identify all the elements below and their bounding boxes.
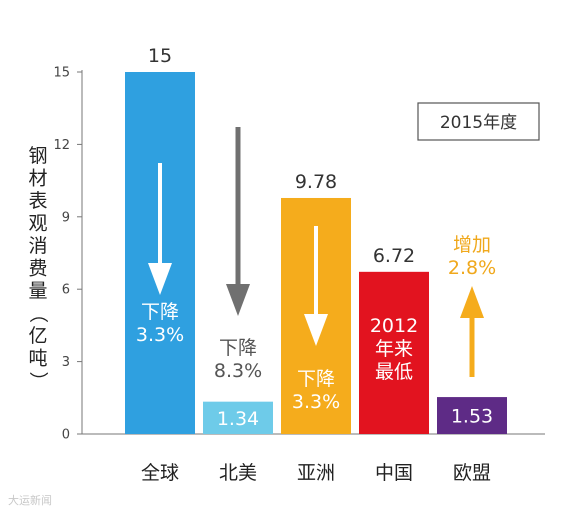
x-tick-label: 中国: [375, 462, 413, 484]
y-axis-label-char: 吨: [28, 348, 47, 370]
y-axis-label-char: 费: [28, 258, 47, 280]
y-axis-label-char: （: [27, 304, 49, 323]
y-axis-label-char: 表: [28, 190, 47, 212]
bar-value-label: 1.53: [451, 406, 493, 428]
y-tick-label: 9: [62, 210, 70, 225]
annotation-text: 3.3%: [292, 391, 340, 413]
y-axis-ticks: 0 3 6 9 12 15: [53, 66, 82, 443]
arrow: [226, 127, 250, 316]
bar: [203, 401, 273, 434]
y-axis-label-char: ）: [27, 371, 49, 390]
annotation-text: 年来: [375, 338, 413, 360]
arrow: [304, 226, 328, 346]
legend-box: 2015年度: [417, 102, 540, 141]
annotation-text: 增加: [453, 234, 491, 256]
bar-value-label: 15: [148, 45, 172, 67]
bar-value-label: 9.78: [295, 171, 337, 193]
y-axis-label-char: 钢: [28, 145, 47, 167]
bar: [359, 271, 429, 434]
x-tick-label: 全球: [141, 462, 179, 484]
watermark: 大运新闻: [8, 494, 52, 507]
y-tick-label: 3: [62, 355, 70, 370]
y-tick-label: 0: [62, 428, 70, 443]
annotation-text: 下降: [219, 337, 257, 359]
y-tick-label: 12: [53, 138, 70, 153]
x-tick-label: 亚洲: [297, 462, 335, 484]
arrow: [148, 163, 172, 295]
annotation-text: 最低: [375, 361, 413, 383]
y-tick-label: 6: [62, 283, 70, 298]
annotation-text: 8.3%: [214, 360, 262, 382]
bar: [437, 397, 507, 434]
annotation-text: 3.3%: [136, 324, 184, 346]
y-axis-label-char: 观: [28, 213, 47, 235]
y-axis-label-char: 消: [28, 235, 47, 257]
bar-value-label: 1.34: [217, 408, 259, 430]
x-tick-label: 欧盟: [453, 462, 491, 484]
y-axis-label-char: 亿: [28, 325, 47, 347]
y-axis-label-char: 材: [28, 168, 47, 190]
legend-box-label: 2015年度: [440, 113, 517, 133]
bar-value-label: 6.72: [373, 245, 415, 267]
y-axis-label-char: 量: [28, 280, 47, 302]
x-tick-label: 北美: [219, 462, 257, 484]
annotation-text: 下降: [297, 368, 335, 390]
annotation-text: 下降: [141, 301, 179, 323]
annotation-text: 2012: [370, 315, 418, 337]
arrow: [460, 286, 484, 377]
y-tick-label: 15: [53, 66, 70, 81]
annotation-text: 2.8%: [448, 257, 496, 279]
